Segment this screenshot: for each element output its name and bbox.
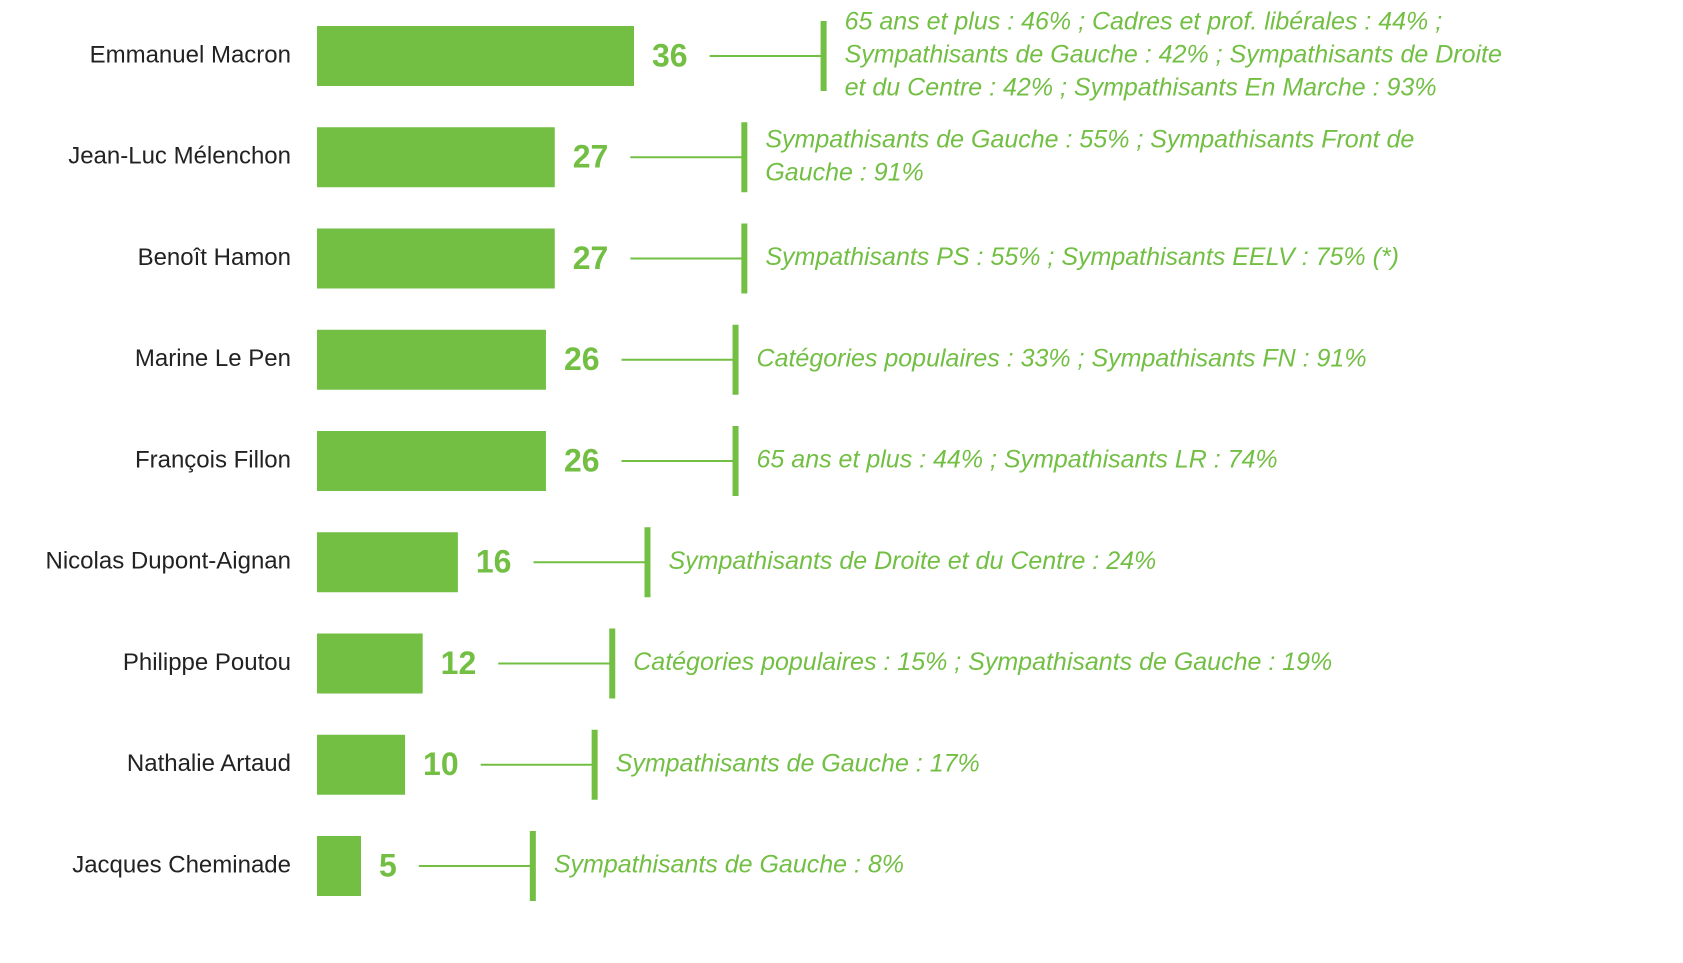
- category-label: Philippe Poutou: [123, 649, 291, 676]
- bar: [317, 329, 546, 390]
- annotation: 65 ans et plus : 44% ; Sympathisants LR …: [757, 446, 1278, 474]
- value-label: 26: [564, 442, 600, 478]
- value-label: 26: [564, 341, 600, 377]
- value-label: 27: [573, 139, 609, 175]
- category-label: Emmanuel Macron: [90, 41, 291, 68]
- value-label: 16: [476, 544, 512, 580]
- bar: [317, 734, 406, 795]
- category-label: Nicolas Dupont-Aignan: [46, 548, 291, 575]
- category-label: Jean-Luc Mélenchon: [68, 143, 291, 170]
- value-label: 10: [423, 746, 459, 782]
- annotation: Sympathisants de Gauche : 55% ; Sympathi…: [765, 125, 1414, 153]
- bar: [317, 26, 634, 86]
- annotation: Catégories populaires : 33% ; Sympathisa…: [757, 344, 1367, 372]
- annotation: Gauche : 91%: [765, 158, 923, 186]
- value-label: 5: [379, 847, 397, 883]
- bar: [317, 836, 362, 896]
- bar: [317, 228, 555, 289]
- category-label: Marine Le Pen: [135, 345, 291, 372]
- bar: [317, 532, 458, 593]
- annotation: Catégories populaires : 15% ; Sympathisa…: [633, 648, 1332, 676]
- annotation: 65 ans et plus : 46% ; Cadres et prof. l…: [845, 8, 1443, 36]
- category-label: Benoît Hamon: [138, 244, 291, 271]
- bar: [317, 431, 546, 491]
- value-label: 12: [441, 645, 477, 681]
- category-label: Nathalie Artaud: [127, 750, 291, 777]
- annotation: Sympathisants PS : 55% ; Sympathisants E…: [765, 243, 1399, 271]
- value-label: 27: [573, 240, 609, 276]
- category-label: Jacques Cheminade: [72, 851, 291, 878]
- bar: [317, 633, 423, 694]
- annotation: Sympathisants de Droite et du Centre : 2…: [668, 547, 1156, 575]
- category-label: François Fillon: [135, 446, 291, 473]
- annotation: Sympathisants de Gauche : 17%: [616, 749, 980, 777]
- annotation: Sympathisants de Gauche : 42% ; Sympathi…: [845, 41, 1502, 69]
- annotation: et du Centre : 42% ; Sympathisants En Ma…: [845, 74, 1437, 102]
- value-label: 36: [652, 37, 688, 73]
- annotation: Sympathisants de Gauche : 8%: [554, 851, 904, 879]
- bar: [317, 127, 555, 188]
